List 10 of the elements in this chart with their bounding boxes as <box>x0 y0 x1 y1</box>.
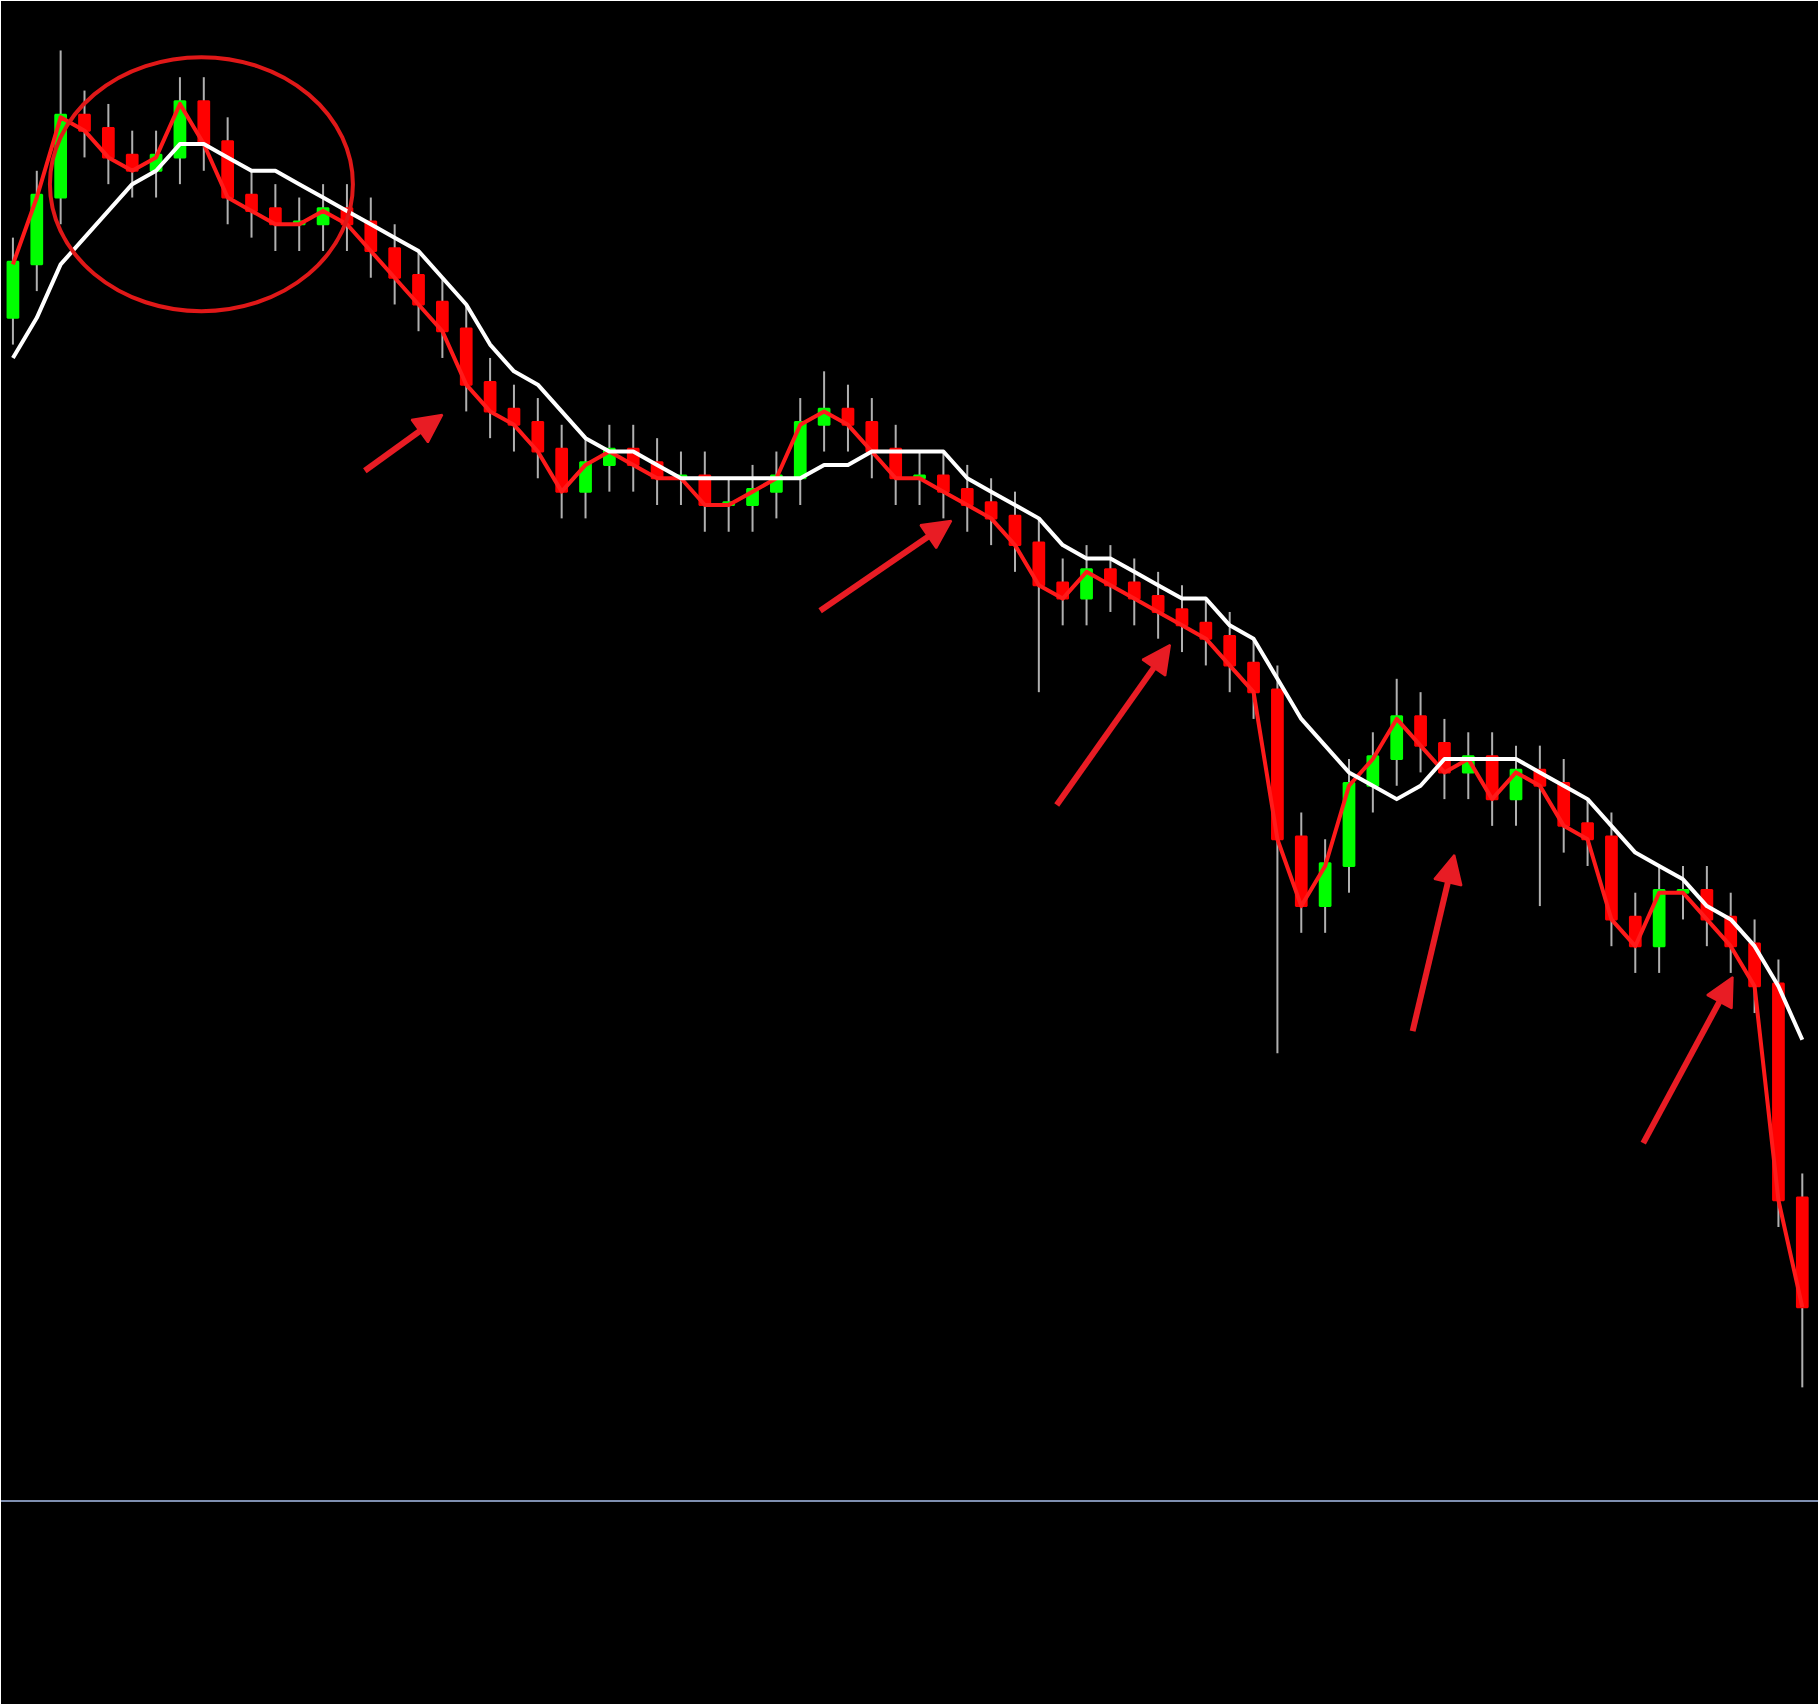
candlestick <box>388 223 402 306</box>
candlestick <box>1414 691 1427 774</box>
candlestick <box>197 76 211 172</box>
candlestick <box>412 250 425 333</box>
candlestick <box>101 102 115 186</box>
candlestick <box>1318 838 1332 934</box>
candlestick <box>436 276 449 359</box>
candlestick <box>1032 517 1046 694</box>
candlestick <box>1223 610 1237 694</box>
candlestick <box>531 397 545 480</box>
